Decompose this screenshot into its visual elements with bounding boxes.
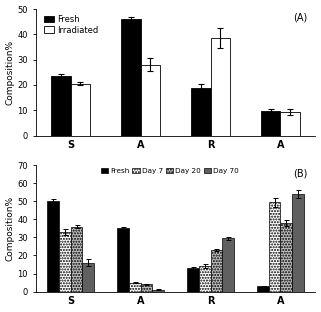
- Bar: [152, 290, 164, 292]
- Bar: [129, 283, 141, 292]
- Bar: [71, 84, 90, 136]
- Legend: Fresh, Day 7, Day 20, Day 70: Fresh, Day 7, Day 20, Day 70: [100, 166, 240, 175]
- Bar: [211, 38, 230, 136]
- Bar: [47, 201, 59, 292]
- Bar: [222, 238, 234, 292]
- Bar: [269, 202, 281, 292]
- Bar: [51, 76, 71, 136]
- Bar: [199, 266, 211, 292]
- Bar: [82, 263, 94, 292]
- Bar: [281, 112, 300, 136]
- Bar: [292, 194, 304, 292]
- Bar: [191, 87, 211, 136]
- Text: (B): (B): [293, 169, 307, 179]
- Y-axis label: Composition%: Composition%: [5, 40, 14, 105]
- Bar: [211, 250, 222, 292]
- Text: (A): (A): [293, 13, 307, 23]
- Y-axis label: Composition%: Composition%: [5, 196, 14, 261]
- Bar: [141, 65, 160, 136]
- Legend: Fresh, Irradiated: Fresh, Irradiated: [43, 13, 100, 36]
- Bar: [117, 228, 129, 292]
- Bar: [59, 232, 71, 292]
- Bar: [187, 268, 199, 292]
- Bar: [121, 19, 141, 136]
- Bar: [257, 286, 269, 292]
- Bar: [71, 227, 82, 292]
- Bar: [261, 111, 281, 136]
- Bar: [141, 284, 152, 292]
- Bar: [281, 223, 292, 292]
